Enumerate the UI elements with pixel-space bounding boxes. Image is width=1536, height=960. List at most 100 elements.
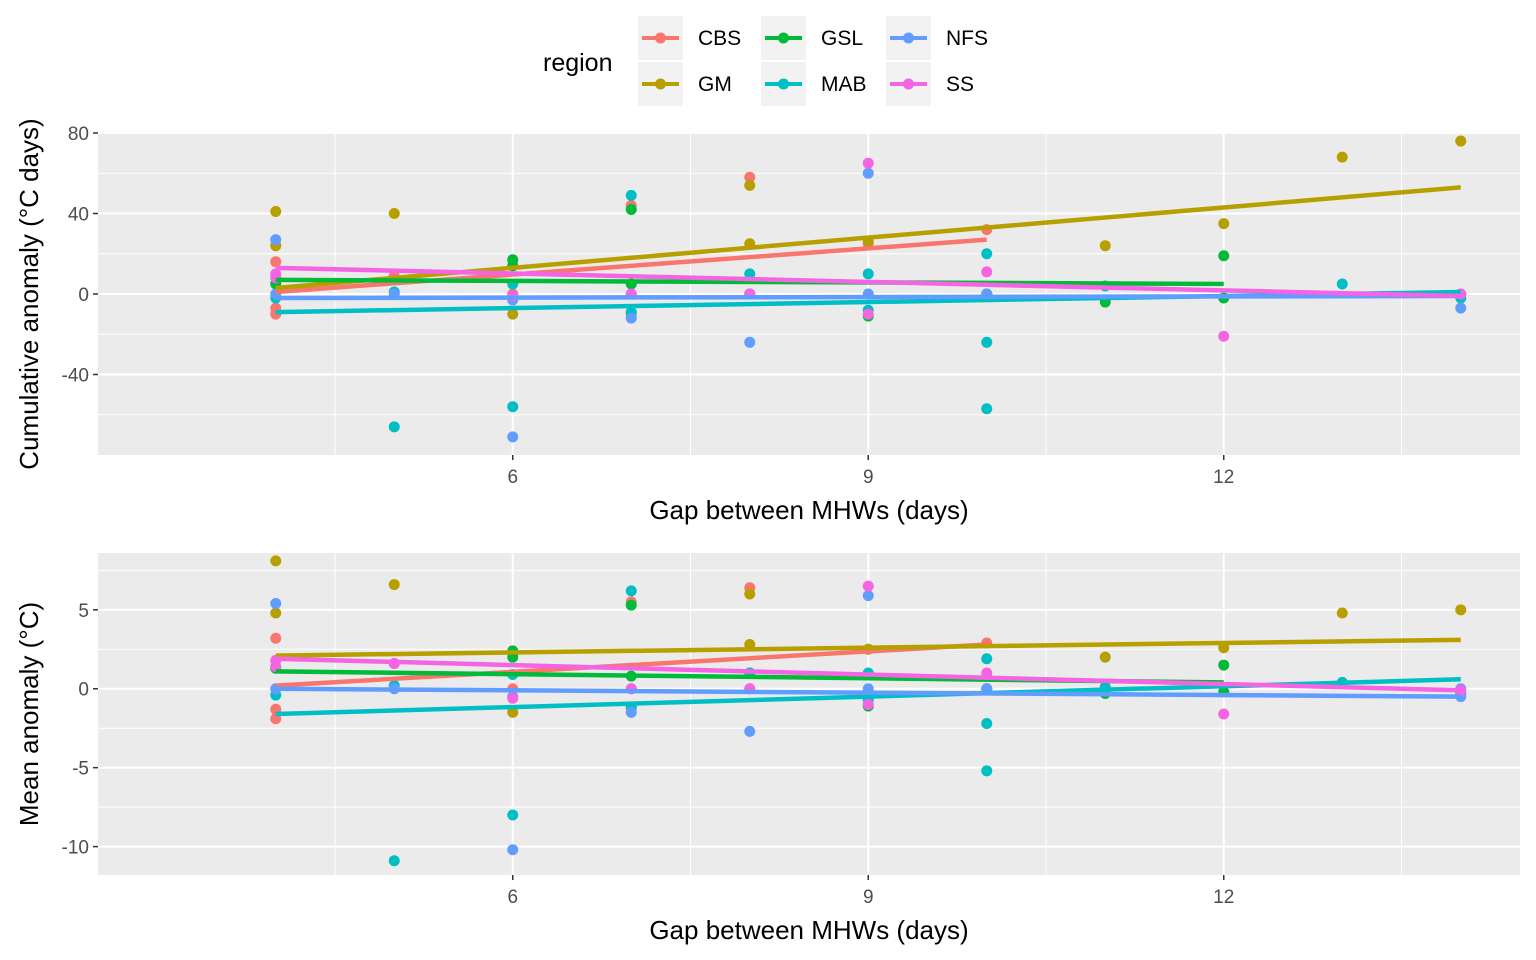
data-point-cbs	[270, 256, 282, 268]
data-point-gsl	[1218, 659, 1230, 671]
data-point-gsl	[625, 203, 637, 215]
data-point-mab	[862, 268, 874, 280]
data-point-ss	[1218, 330, 1230, 342]
series-gm	[270, 135, 1467, 320]
legend-key-ss: SS	[886, 62, 974, 106]
y-tick-label: -10	[62, 838, 89, 859]
data-point-gm	[744, 588, 756, 600]
data-point-mab	[388, 421, 400, 433]
data-point-gm	[270, 205, 282, 217]
fit-line-gm	[275, 637, 1461, 658]
data-point-ss	[1218, 708, 1230, 720]
fit-line-nfs	[275, 293, 1461, 301]
data-point-nfs	[625, 312, 637, 324]
data-point-ss	[862, 308, 874, 320]
data-point-cbs	[270, 632, 282, 644]
y-tick-label: -5	[72, 759, 89, 780]
data-point-gm	[1218, 218, 1230, 230]
x-tick-label: 12	[1213, 467, 1234, 488]
data-point-gm	[388, 579, 400, 591]
legend-key-gsl: GSL	[761, 16, 863, 60]
data-point-gm	[388, 208, 400, 219]
data-point-gm	[1099, 651, 1111, 663]
legend-key-point	[655, 32, 666, 44]
data-point-mab	[981, 717, 993, 729]
data-point-ss	[862, 157, 874, 169]
data-point-mab	[1336, 278, 1348, 290]
data-point-gm	[507, 308, 519, 320]
data-point-mab	[744, 268, 756, 280]
legend-key-gm: GM	[638, 62, 732, 106]
legend-key-nfs: NFS	[886, 16, 988, 60]
legend-label-gm: GM	[698, 73, 732, 96]
data-point-cbs	[744, 171, 756, 183]
legend-title: region	[543, 49, 613, 77]
legend-key-point	[903, 32, 914, 44]
data-point-gm	[1336, 607, 1348, 619]
legend-key-point	[778, 32, 789, 44]
fit-line-nfs	[275, 686, 1461, 699]
chart-panel-2: 6 9 12 -10 -5 0 5 Gap between MHWs (days) Mean a…	[14, 553, 1520, 945]
y-tick-label: 0	[78, 680, 89, 701]
x-tick-label: 9	[863, 467, 874, 488]
x-axis-title: Gap between MHWs (days)	[649, 495, 968, 525]
y-tick-label: -40	[62, 366, 89, 387]
data-point-gsl	[1218, 250, 1230, 262]
y-tick-label: 80	[68, 124, 89, 145]
legend-key-cbs: CBS	[638, 16, 741, 60]
data-point-nfs	[1455, 302, 1467, 314]
y-tick-label: 40	[68, 205, 89, 226]
data-point-ss	[507, 692, 519, 704]
legend-key-point	[655, 78, 666, 90]
fit-line-ss	[275, 265, 1461, 299]
legend-key-point	[778, 78, 789, 90]
data-point-mab	[507, 809, 519, 821]
data-point-mab	[625, 189, 637, 201]
data-point-ss	[981, 266, 993, 278]
x-tick-label: 6	[507, 467, 518, 488]
x-tick-label: 9	[863, 887, 874, 908]
fit-line-ss	[275, 656, 1461, 693]
data-point-mab	[981, 765, 993, 777]
data-point-gm	[507, 706, 519, 718]
data-point-mab	[507, 401, 519, 413]
data-point-ss	[862, 580, 874, 592]
data-point-nfs	[744, 725, 756, 737]
data-point-nfs	[862, 167, 874, 179]
fit-line-gsl	[275, 277, 1224, 287]
data-point-gm	[1455, 604, 1467, 616]
data-point-gm	[270, 607, 282, 619]
fit-line-cbs	[275, 237, 987, 295]
y-tick-label: 0	[78, 285, 89, 306]
data-point-gm	[744, 179, 756, 191]
data-point-mab	[981, 403, 993, 415]
x-tick-label: 6	[507, 887, 518, 908]
legend-label-nfs: NFS	[946, 27, 988, 50]
data-point-nfs	[270, 598, 282, 610]
data-point-nfs	[507, 431, 519, 443]
legend-key-mab: MAB	[761, 62, 867, 106]
data-point-nfs	[625, 706, 637, 718]
data-point-nfs	[862, 590, 874, 602]
data-point-gm	[1455, 135, 1467, 147]
legend-label-cbs: CBS	[698, 27, 741, 50]
legend: region CBS GSL NFS GM MAB SS	[543, 16, 988, 106]
data-point-gm	[1336, 151, 1348, 163]
data-point-mab	[981, 248, 993, 260]
legend-label-ss: SS	[946, 73, 974, 96]
legend-key-point	[903, 78, 914, 90]
x-tick-label: 12	[1213, 887, 1234, 908]
fit-line-cbs	[275, 642, 987, 688]
data-point-mab	[981, 336, 993, 348]
x-axis-title: Gap between MHWs (days)	[649, 915, 968, 945]
data-point-gsl	[625, 599, 637, 611]
data-point-ss	[862, 699, 874, 711]
data-point-nfs	[744, 336, 756, 348]
data-point-gm	[270, 555, 282, 567]
y-tick-label: 5	[78, 601, 89, 622]
data-point-gm	[1099, 240, 1111, 252]
data-point-mab	[388, 855, 400, 867]
legend-label-gsl: GSL	[821, 27, 863, 50]
y-axis-title: Cumulative anomaly (°C days)	[14, 118, 44, 469]
